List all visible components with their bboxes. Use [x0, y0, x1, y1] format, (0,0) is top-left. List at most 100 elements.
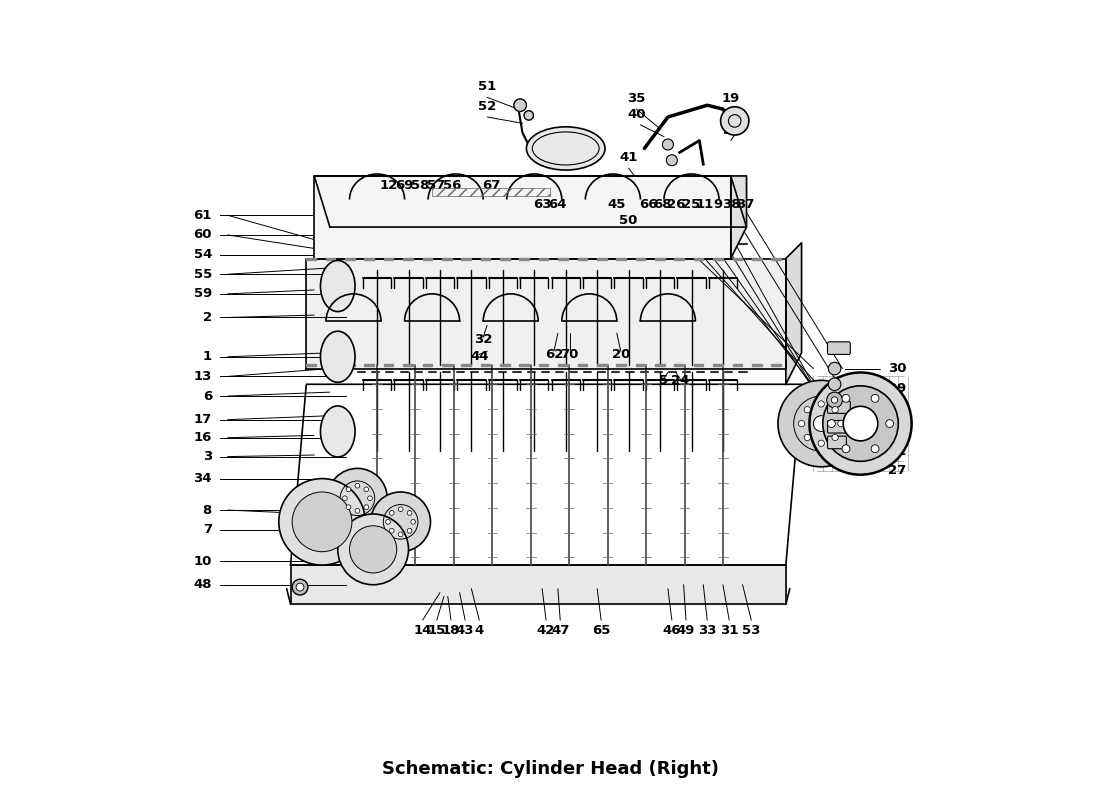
Text: Schematic: Cylinder Head (Right): Schematic: Cylinder Head (Right): [382, 761, 718, 778]
Text: 67: 67: [482, 178, 500, 192]
Text: 46: 46: [662, 624, 681, 637]
Circle shape: [662, 139, 673, 150]
Circle shape: [355, 483, 360, 488]
Circle shape: [350, 526, 397, 573]
Polygon shape: [558, 258, 568, 260]
Polygon shape: [771, 364, 781, 366]
Circle shape: [364, 505, 368, 510]
Text: 34: 34: [194, 472, 212, 485]
Polygon shape: [785, 242, 802, 384]
Text: 2: 2: [202, 311, 212, 324]
Circle shape: [804, 406, 811, 413]
Polygon shape: [384, 258, 394, 260]
Polygon shape: [442, 364, 452, 366]
Polygon shape: [713, 364, 723, 366]
Circle shape: [886, 420, 893, 427]
Text: 65: 65: [592, 624, 611, 637]
Polygon shape: [461, 258, 471, 260]
Text: 45: 45: [607, 198, 626, 211]
Text: 18: 18: [442, 624, 460, 637]
Text: 15: 15: [428, 624, 446, 637]
Circle shape: [818, 440, 824, 446]
Polygon shape: [326, 364, 336, 366]
Polygon shape: [290, 384, 802, 565]
Polygon shape: [481, 364, 491, 366]
Text: 3: 3: [202, 450, 212, 463]
Polygon shape: [315, 176, 730, 258]
Text: 10: 10: [194, 554, 212, 568]
Text: 23: 23: [888, 406, 906, 418]
Circle shape: [389, 510, 394, 515]
Polygon shape: [597, 364, 606, 366]
Polygon shape: [306, 258, 785, 369]
Circle shape: [813, 416, 829, 431]
Polygon shape: [558, 364, 568, 366]
Text: 42: 42: [537, 624, 556, 637]
Polygon shape: [315, 176, 747, 227]
Polygon shape: [578, 364, 587, 366]
Text: 44: 44: [470, 350, 488, 363]
Polygon shape: [481, 258, 491, 260]
Polygon shape: [616, 258, 626, 260]
Circle shape: [842, 445, 850, 453]
Circle shape: [411, 519, 416, 524]
Text: 31: 31: [720, 624, 738, 637]
Polygon shape: [306, 364, 316, 366]
Text: 9: 9: [713, 198, 722, 211]
Text: 17: 17: [194, 413, 212, 426]
Text: 26: 26: [668, 198, 685, 211]
Polygon shape: [500, 258, 509, 260]
Text: 1: 1: [202, 350, 212, 363]
Circle shape: [827, 392, 843, 408]
FancyBboxPatch shape: [827, 421, 848, 433]
Circle shape: [842, 394, 850, 402]
Polygon shape: [674, 364, 684, 366]
Circle shape: [367, 496, 372, 501]
Polygon shape: [694, 258, 704, 260]
Text: 55: 55: [194, 268, 212, 281]
Text: 47: 47: [551, 624, 570, 637]
Circle shape: [338, 514, 408, 585]
Circle shape: [838, 421, 844, 426]
Text: 19: 19: [722, 92, 740, 106]
Polygon shape: [500, 364, 509, 366]
Text: 14: 14: [414, 624, 432, 637]
Text: 7: 7: [202, 523, 212, 536]
Circle shape: [346, 487, 351, 492]
Polygon shape: [384, 364, 394, 366]
Polygon shape: [694, 364, 704, 366]
Circle shape: [296, 583, 304, 591]
Text: 50: 50: [619, 214, 638, 227]
Text: 62: 62: [544, 348, 563, 361]
Text: 4: 4: [474, 624, 484, 637]
Polygon shape: [733, 364, 742, 366]
Ellipse shape: [320, 406, 355, 457]
Text: 70: 70: [561, 348, 579, 361]
Circle shape: [514, 99, 527, 111]
Polygon shape: [674, 258, 684, 260]
Text: 61: 61: [194, 209, 212, 222]
Circle shape: [524, 110, 534, 120]
Text: 43: 43: [455, 624, 474, 637]
Circle shape: [328, 468, 387, 528]
Polygon shape: [404, 258, 412, 260]
Text: 68: 68: [653, 198, 672, 211]
Text: 11: 11: [695, 198, 714, 211]
Circle shape: [407, 510, 411, 515]
Ellipse shape: [320, 261, 355, 311]
Text: 38: 38: [723, 198, 740, 211]
Circle shape: [823, 386, 899, 462]
Text: 25: 25: [682, 198, 700, 211]
Circle shape: [355, 509, 360, 514]
Polygon shape: [656, 364, 664, 366]
Text: 63: 63: [532, 198, 551, 211]
Circle shape: [293, 492, 352, 552]
Text: 22: 22: [888, 425, 906, 438]
Circle shape: [778, 380, 865, 467]
Circle shape: [346, 505, 351, 510]
Text: 24: 24: [671, 374, 689, 387]
Text: 36: 36: [722, 108, 740, 121]
Polygon shape: [345, 364, 354, 366]
Circle shape: [386, 519, 390, 524]
Polygon shape: [364, 258, 374, 260]
